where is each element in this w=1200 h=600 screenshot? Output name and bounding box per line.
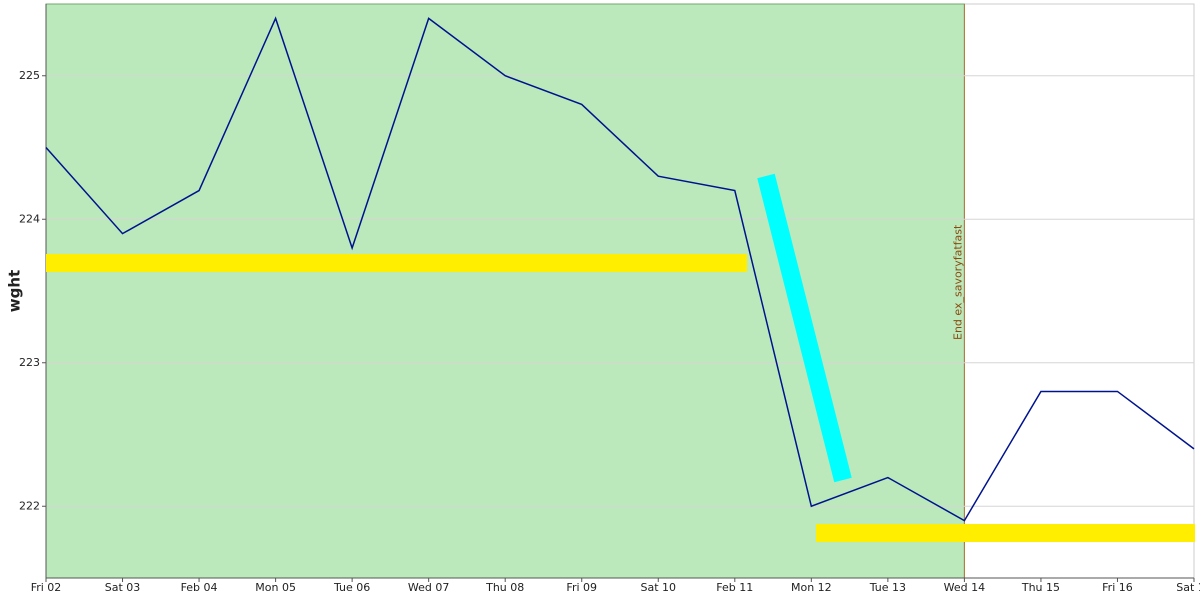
x-tick-label: Sat 10 (641, 581, 677, 594)
x-tick-label: Mon 05 (255, 581, 296, 594)
x-tick-label: Fri 09 (566, 581, 597, 594)
x-tick-label: Tue 06 (333, 581, 370, 594)
y-tick-label: 225 (19, 69, 40, 82)
x-tick-label: Feb 04 (181, 581, 218, 594)
y-tick-label: 224 (19, 212, 40, 225)
x-tick-label: Thu 08 (485, 581, 524, 594)
x-tick-label: Fri 02 (31, 581, 62, 594)
x-tick-label: Wed 14 (944, 581, 985, 594)
y-tick-label: 223 (19, 356, 40, 369)
x-tick-label: Mon 12 (791, 581, 832, 594)
x-tick-label: Sat 03 (105, 581, 141, 594)
highlight-slope (757, 173, 852, 483)
y-axis-label: wght (6, 270, 24, 312)
x-tick-label: Wed 07 (408, 581, 449, 594)
x-tick-label: Sat 17 (1176, 581, 1200, 594)
y-tick-label: 222 (19, 499, 40, 512)
x-tick-label: Fri 16 (1102, 581, 1133, 594)
x-tick-label: Thu 15 (1021, 581, 1060, 594)
x-tick-label: Feb 11 (716, 581, 753, 594)
x-tick-label: Tue 13 (869, 581, 906, 594)
shaded-region (45, 3, 965, 579)
data-line (45, 16, 1195, 522)
region-label: End ex_savoryfatfast (951, 224, 964, 340)
